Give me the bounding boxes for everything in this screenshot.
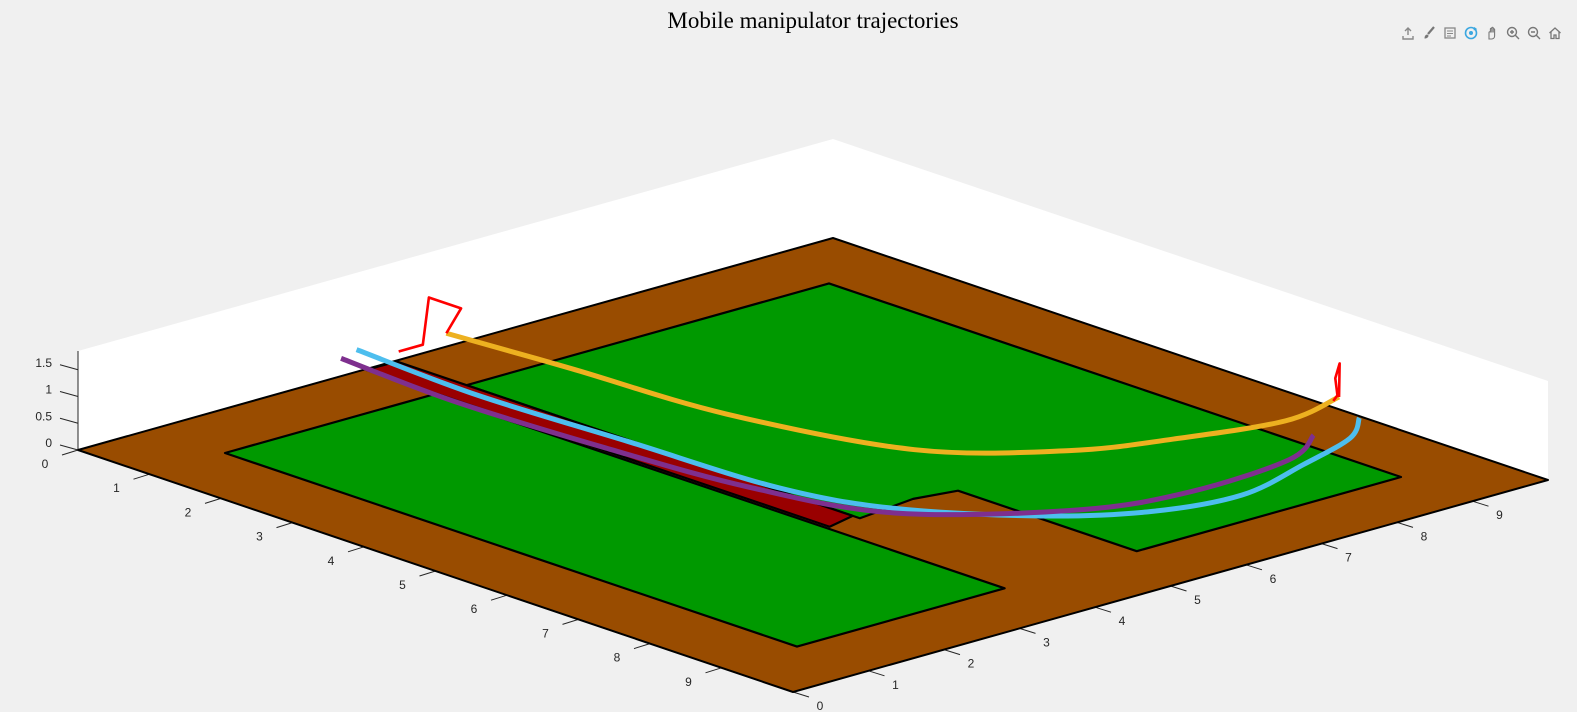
export-button[interactable] — [1398, 23, 1418, 43]
x-tick-label: 3 — [256, 530, 263, 544]
y-tick-mark — [1396, 521, 1414, 528]
x-tick-mark — [633, 643, 651, 650]
z-tick-label: 1.5 — [35, 356, 52, 370]
x-tick-mark — [347, 546, 365, 553]
back-wall-left — [78, 139, 833, 450]
y-tick-mark — [1094, 606, 1112, 613]
y-tick-mark — [1472, 500, 1489, 507]
z-tick-label: 1 — [45, 383, 52, 397]
trajectory-line-0 — [445, 330, 1341, 456]
y-tick-label: 2 — [968, 657, 975, 671]
x-tick-mark — [61, 449, 79, 456]
y-tick-label: 4 — [1119, 614, 1126, 628]
home-button[interactable] — [1545, 23, 1565, 43]
x-tick-label: 7 — [542, 626, 549, 640]
x-tick-mark — [562, 618, 579, 625]
z-tick-mark — [59, 444, 79, 451]
x-tick-label: 8 — [614, 651, 621, 665]
datatip-icon — [1444, 27, 1456, 39]
x-tick-mark — [204, 497, 222, 504]
trajectory-lines — [340, 296, 1362, 519]
rotate-icon — [1464, 26, 1478, 40]
axes-walls — [78, 139, 1548, 480]
z-axis: 0 0.5 1 1.5 — [35, 351, 79, 451]
y-tick-label: 5 — [1194, 593, 1201, 607]
arm-line-4 — [1332, 362, 1341, 402]
export-icon — [1402, 27, 1414, 40]
x-tick-label: 9 — [685, 675, 692, 689]
arm-line-3 — [398, 296, 463, 353]
y-tick-label: 8 — [1421, 529, 1428, 543]
x-tick-label: 2 — [185, 505, 192, 519]
y-tick-mark — [1170, 585, 1187, 592]
y-tick-label: 0 — [817, 699, 824, 712]
y-tick-mark — [1245, 564, 1263, 571]
chart-title: Mobile manipulator trajectories — [667, 8, 959, 33]
pan-button[interactable] — [1482, 23, 1502, 43]
x-tick-label: 0 — [42, 457, 49, 471]
x-tick-mark — [705, 667, 722, 674]
home-icon — [1549, 27, 1561, 40]
y-tick-mark — [1019, 627, 1036, 634]
free-space-region — [223, 393, 1006, 648]
brush-icon — [1424, 26, 1435, 39]
z-tick-mark — [59, 417, 79, 424]
x-tick-mark — [276, 522, 293, 529]
x-tick-label: 6 — [471, 602, 478, 616]
pan-icon — [1488, 26, 1496, 40]
x-tick-label: 5 — [399, 578, 406, 592]
y-tick-label: 3 — [1043, 635, 1050, 649]
datatip-button[interactable] — [1440, 23, 1460, 43]
free-space-region — [465, 282, 1403, 553]
y-tick-label: 7 — [1345, 551, 1352, 565]
y-tick-mark — [1321, 543, 1338, 550]
x-tick-mark — [133, 473, 150, 480]
zoom-out-button[interactable] — [1524, 23, 1544, 43]
x-tick-label: 1 — [113, 481, 120, 495]
y-tick-mark — [792, 691, 810, 698]
y-tick-label: 9 — [1496, 508, 1503, 522]
y-tick-label: 6 — [1270, 572, 1277, 586]
zoom-out-icon — [1527, 26, 1541, 40]
axes-toolbar — [1398, 22, 1565, 44]
z-tick-mark — [59, 391, 79, 397]
rotate-button[interactable] — [1461, 23, 1481, 43]
z-tick-mark — [59, 364, 79, 371]
y-tick-label: 1 — [892, 678, 899, 692]
zoom-in-icon — [1506, 26, 1520, 40]
x-tick-label: 4 — [328, 554, 335, 568]
z-tick-label: 0 — [45, 436, 52, 450]
y-tick-mark — [943, 649, 961, 656]
trajectory-line-2 — [340, 356, 1316, 518]
zoom-in-button[interactable] — [1503, 23, 1523, 43]
brush-button[interactable] — [1419, 23, 1439, 43]
z-tick-label: 0.5 — [35, 409, 52, 423]
x-tick-mark — [419, 570, 436, 577]
y-tick-mark — [868, 670, 885, 677]
back-wall-right — [833, 139, 1548, 480]
x-tick-mark — [490, 594, 508, 601]
